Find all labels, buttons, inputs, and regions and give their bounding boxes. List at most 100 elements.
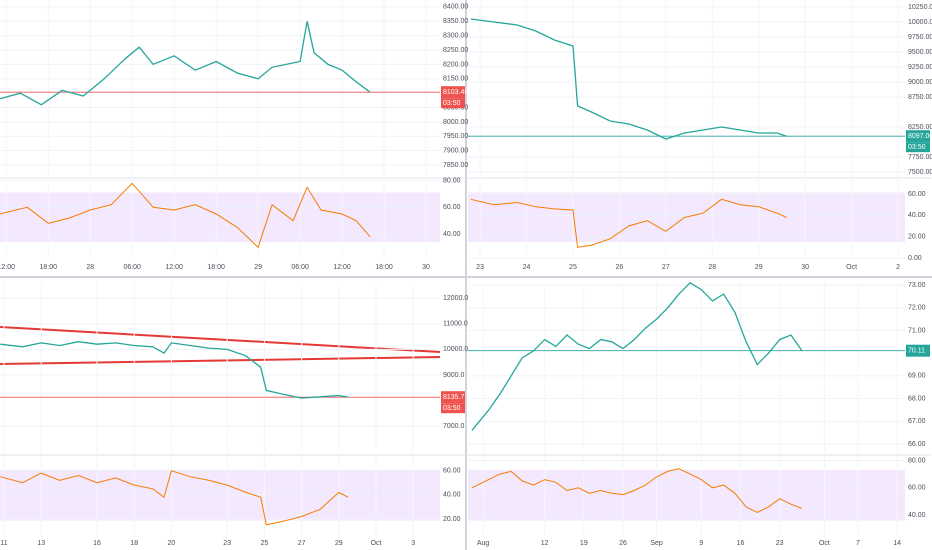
price-tick-label: 12000.0: [443, 295, 468, 302]
last-price-label: 8097.00: [908, 133, 932, 140]
countdown-label: 03:50: [908, 144, 926, 151]
time-tick-label: 29: [335, 540, 343, 547]
time-tick-label: 7: [856, 540, 860, 547]
price-tick-label: 10250.00: [908, 4, 932, 11]
countdown-label: 03:50: [443, 405, 461, 412]
price-tick-label: 9500.00: [908, 49, 932, 56]
time-tick-label: 28: [708, 264, 716, 271]
price-tick-label: 10000.00: [908, 19, 932, 26]
price-tick-label: 9000.00: [908, 79, 932, 86]
time-tick-label: 12: [541, 540, 549, 547]
price-tick-label: 8200.00: [443, 61, 468, 68]
time-tick-label: 20: [168, 540, 176, 547]
time-tick-label: 12:00: [333, 264, 351, 271]
price-line: [471, 281, 803, 431]
last-price-label: 8135.7: [443, 394, 465, 401]
rsi-line: [0, 182, 371, 249]
time-tick-label: 27: [662, 264, 670, 271]
rsi-tick-label: 20.00: [443, 516, 461, 523]
price-tick-label: 7500.00: [908, 169, 932, 176]
price-tick-label: 72.00: [908, 305, 926, 312]
rsi-tick-label: 80.00: [908, 457, 926, 464]
time-tick-label: 29: [755, 264, 763, 271]
time-tick-label: Sep: [650, 540, 663, 547]
last-price-tag: [906, 344, 930, 357]
time-tick-label: Oct: [846, 264, 857, 271]
price-tick-label: 7000.0: [443, 423, 465, 430]
rsi-band: [0, 192, 440, 242]
time-tick-label: Aug: [477, 540, 490, 547]
last-price-tag: [441, 86, 465, 99]
time-tick-label: 3: [411, 540, 415, 547]
price-tick-label: 8250.00: [443, 47, 468, 54]
time-tick-label: 19: [580, 540, 588, 547]
price-tick-label: 10000.0: [443, 346, 468, 353]
rsi-tick-label: 60.00: [908, 191, 926, 198]
countdown-tag: [441, 98, 465, 109]
last-price-label: 70.11: [908, 348, 925, 355]
price-tick-label: 8250.00: [908, 124, 932, 131]
countdown-tag: [441, 403, 465, 414]
time-tick-label: 16: [737, 540, 745, 547]
time-tick-label: 26: [619, 540, 627, 547]
time-tick-label: 23: [776, 540, 784, 547]
rsi-tick-label: 40.00: [908, 512, 926, 519]
price-tick-label: 7950.00: [443, 133, 468, 140]
rsi-tick-label: 0.00: [908, 255, 922, 262]
time-tick-label: 30: [801, 264, 809, 271]
time-tick-label: 27: [298, 540, 306, 547]
time-tick-label: 2: [896, 264, 900, 271]
price-tick-label: 9000.0: [443, 372, 465, 379]
price-tick-label: 7900.00: [443, 148, 468, 155]
time-tick-label: 23: [476, 264, 484, 271]
price-tick-label: 9750.00: [908, 34, 932, 41]
price-line: [0, 341, 349, 399]
rsi-band: [468, 469, 905, 521]
time-tick-label: 28: [86, 264, 94, 271]
time-tick-label: 18:00: [40, 264, 58, 271]
countdown-label: 03:50: [443, 100, 461, 107]
rsi-tick-label: 60.00: [443, 204, 461, 211]
time-tick-label: 18: [130, 540, 138, 547]
rsi-tick-label: 40.00: [443, 231, 461, 238]
time-tick-label: 12:00: [0, 264, 15, 271]
price-tick-label: 8150.00: [443, 76, 468, 83]
time-tick-label: Oct: [371, 540, 382, 547]
price-tick-label: 67.00: [908, 418, 926, 425]
price-tick-label: 9250.00: [908, 64, 932, 71]
price-tick-label: 8350.00: [443, 18, 468, 25]
price-tick-label: 8000.00: [443, 119, 468, 126]
price-tick-label: 73.00: [908, 282, 926, 289]
last-price-tag: [441, 391, 465, 404]
time-tick-label: 23: [223, 540, 231, 547]
rsi-tick-label: 40.00: [443, 492, 461, 499]
trend-line: [0, 326, 441, 353]
time-tick-label: 13: [37, 540, 45, 547]
time-tick-label: 18:00: [375, 264, 393, 271]
price-tick-label: 8300.00: [443, 33, 468, 40]
time-tick-label: 25: [569, 264, 577, 271]
last-price-tag: [906, 130, 930, 143]
trend-line: [0, 356, 441, 365]
rsi-tick-label: 60.00: [443, 468, 461, 475]
time-tick-label: 25: [261, 540, 269, 547]
time-tick-label: 26: [615, 264, 623, 271]
time-tick-label: 30: [422, 264, 430, 271]
price-line: [470, 18, 787, 140]
price-tick-label: 8400.00: [443, 4, 468, 11]
last-price-label: 8103.46: [443, 89, 468, 96]
rsi-tick-label: 20.00: [908, 234, 926, 241]
rsi-tick-label: 60.00: [908, 485, 926, 492]
time-tick-label: 16: [93, 540, 101, 547]
rsi-tick-label: 80.00: [443, 178, 461, 185]
time-tick-label: Oct: [819, 540, 830, 547]
time-tick-label: 29: [254, 264, 262, 271]
time-tick-label: 11: [0, 540, 7, 547]
rsi-line: [471, 468, 803, 513]
price-tick-label: 66.00: [908, 441, 926, 448]
rsi-tick-label: 40.00: [908, 212, 926, 219]
price-tick-label: 69.00: [908, 373, 926, 380]
time-tick-label: 18:00: [207, 264, 225, 271]
rsi-line: [0, 470, 349, 526]
